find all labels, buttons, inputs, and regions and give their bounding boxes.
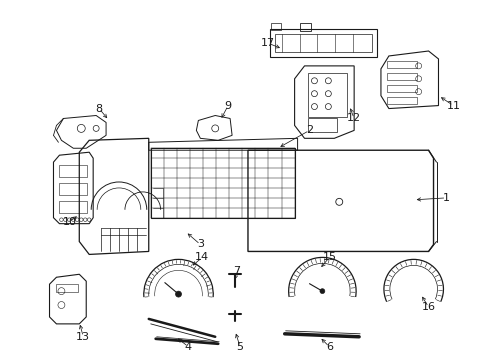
- Bar: [307, 73, 346, 117]
- Circle shape: [319, 289, 324, 294]
- Circle shape: [175, 291, 181, 297]
- Bar: [60, 183, 87, 195]
- Text: 5: 5: [236, 342, 243, 352]
- Bar: [56, 284, 78, 292]
- Bar: [386, 73, 416, 80]
- Text: 6: 6: [325, 342, 332, 352]
- Bar: [386, 61, 416, 68]
- Bar: [60, 201, 87, 213]
- Bar: [274, 34, 371, 52]
- Text: 17: 17: [260, 38, 274, 48]
- Bar: [299, 23, 311, 31]
- Bar: [386, 96, 416, 104]
- Text: 2: 2: [305, 125, 312, 135]
- Bar: [150, 148, 294, 218]
- Text: 11: 11: [446, 100, 459, 111]
- Bar: [307, 118, 337, 132]
- Bar: [270, 23, 280, 30]
- Text: 15: 15: [322, 252, 336, 262]
- Text: 8: 8: [95, 104, 102, 113]
- Text: 16: 16: [421, 302, 435, 312]
- Text: 3: 3: [197, 239, 203, 249]
- Text: 14: 14: [195, 252, 209, 262]
- Text: 13: 13: [76, 332, 90, 342]
- Bar: [60, 165, 87, 177]
- Text: 1: 1: [442, 193, 449, 203]
- Text: 9: 9: [224, 100, 231, 111]
- Text: 12: 12: [346, 113, 361, 123]
- Bar: [269, 29, 376, 57]
- Text: 4: 4: [184, 342, 192, 352]
- Bar: [386, 85, 416, 92]
- Text: 7: 7: [233, 266, 240, 276]
- Text: 10: 10: [62, 217, 76, 227]
